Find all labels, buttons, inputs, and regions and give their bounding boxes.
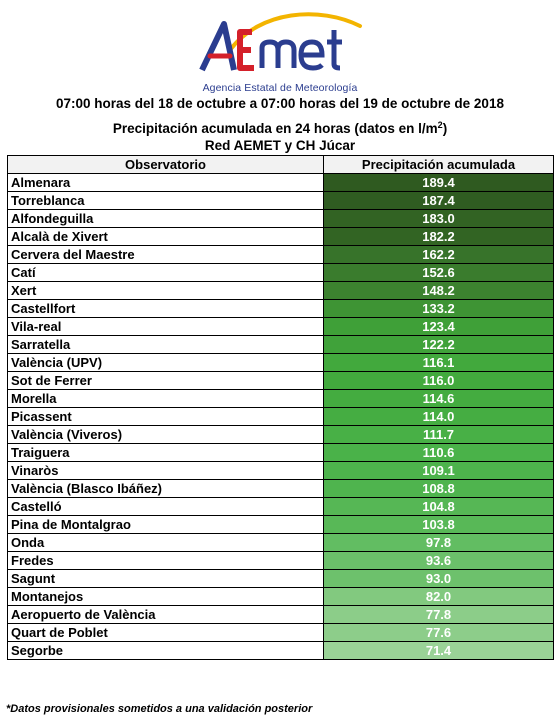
table-title-superscript: 2 (437, 120, 443, 130)
station-name: Vinaròs (7, 461, 324, 480)
precipitation-value: 104.8 (323, 497, 554, 516)
column-header-precipitacion: Precipitación acumulada (323, 155, 554, 174)
precipitation-value: 77.8 (323, 605, 554, 624)
precipitation-value: 110.6 (323, 443, 554, 462)
precipitation-value: 162.2 (323, 245, 554, 264)
table-row: Catí 152.6 (7, 263, 554, 282)
station-name: Castellfort (7, 299, 324, 318)
precipitation-value: 93.0 (323, 569, 554, 588)
station-name: Montanejos (7, 587, 324, 606)
table-row: Castellfort 133.2 (7, 299, 554, 318)
station-name: Traiguera (7, 443, 324, 462)
precipitation-table: Observatorio Precipitación acumulada Alm… (7, 155, 554, 660)
table-row: Vinaròs 109.1 (7, 461, 554, 480)
aemet-logo-graphic (199, 12, 362, 72)
network-subtitle: Red AEMET y CH Júcar (204, 138, 356, 153)
table-row: Segorbe 71.4 (7, 641, 554, 660)
table-row: València (UPV) 116.1 (7, 353, 554, 372)
station-name: Morella (7, 389, 324, 408)
station-name: Sarratella (7, 335, 324, 354)
precipitation-value: 183.0 (323, 209, 554, 228)
station-name: València (Blasco Ibáñez) (7, 479, 324, 498)
station-name: Cervera del Maestre (7, 245, 324, 264)
table-title-close: ) (442, 121, 448, 136)
station-name: Castelló (7, 497, 324, 516)
precipitation-value: 82.0 (323, 587, 554, 606)
station-name: Catí (7, 263, 324, 282)
station-name: Xert (7, 281, 324, 300)
station-name: Torreblanca (7, 191, 324, 210)
station-name: Quart de Poblet (7, 623, 324, 642)
table-row: Aeropuerto de València 77.8 (7, 605, 554, 624)
logo-subtitle: Agencia Estatal de Meteorología (202, 82, 358, 94)
station-name: València (Viveros) (7, 425, 324, 444)
table-body: Almenara 189.4 Torreblanca 187.4 Alfondeguil… (7, 173, 554, 660)
precipitation-value: 187.4 (323, 191, 554, 210)
precipitation-value: 109.1 (323, 461, 554, 480)
table-row: Torreblanca 187.4 (7, 191, 554, 210)
station-name: Almenara (7, 173, 324, 192)
precipitation-value: 114.0 (323, 407, 554, 426)
precipitation-value: 116.1 (323, 353, 554, 372)
precipitation-value: 133.2 (323, 299, 554, 318)
table-row: Cervera del Maestre 162.2 (7, 245, 554, 264)
table-row: València (Viveros) 111.7 (7, 425, 554, 444)
aemet-logo: Agencia Estatal de Meteorología (0, 10, 560, 94)
precipitation-value: 152.6 (323, 263, 554, 282)
precipitation-value: 122.2 (323, 335, 554, 354)
table-title-text: Precipitación acumulada en 24 horas (dat… (112, 121, 438, 136)
table-row: Alcalà de Xivert 182.2 (7, 227, 554, 246)
table-row: Quart de Poblet 77.6 (7, 623, 554, 642)
station-name: Segorbe (7, 641, 324, 660)
station-name: Sagunt (7, 569, 324, 588)
date-range-heading: 07:00 horas del 18 de octubre a 07:00 ho… (56, 96, 504, 111)
precipitation-value: 97.8 (323, 533, 554, 552)
precipitation-value: 123.4 (323, 317, 554, 336)
footnote: *Datos provisionales sometidos a una val… (6, 703, 313, 715)
table-row: Sot de Ferrer 116.0 (7, 371, 554, 390)
table-row: Alfondeguilla 183.0 (7, 209, 554, 228)
column-header-observatorio: Observatorio (7, 155, 324, 174)
table-header-row: Observatorio Precipitación acumulada (7, 155, 554, 174)
precipitation-value: 77.6 (323, 623, 554, 642)
station-name: Onda (7, 533, 324, 552)
station-name: Picassent (7, 407, 324, 426)
station-name: Aeropuerto de València (7, 605, 324, 624)
table-row: València (Blasco Ibáñez) 108.8 (7, 479, 554, 498)
table-row: Traiguera 110.6 (7, 443, 554, 462)
station-name: Alfondeguilla (7, 209, 324, 228)
table-row: Onda 97.8 (7, 533, 554, 552)
precipitation-value: 148.2 (323, 281, 554, 300)
precipitation-value: 111.7 (323, 425, 554, 444)
table-row: Picassent 114.0 (7, 407, 554, 426)
precipitation-value: 93.6 (323, 551, 554, 570)
table-row: Xert 148.2 (7, 281, 554, 300)
station-name: València (UPV) (7, 353, 324, 372)
station-name: Pina de Montalgrao (7, 515, 324, 534)
table-row: Fredes 93.6 (7, 551, 554, 570)
table-row: Pina de Montalgrao 103.8 (7, 515, 554, 534)
station-name: Vila-real (7, 317, 324, 336)
table-row: Morella 114.6 (7, 389, 554, 408)
precipitation-value: 71.4 (323, 641, 554, 660)
precipitation-value: 108.8 (323, 479, 554, 498)
station-name: Fredes (7, 551, 324, 570)
precipitation-value: 114.6 (323, 389, 554, 408)
table-row: Montanejos 82.0 (7, 587, 554, 606)
table-row: Sagunt 93.0 (7, 569, 554, 588)
table-row: Sarratella 122.2 (7, 335, 554, 354)
precipitation-value: 116.0 (323, 371, 554, 390)
station-name: Sot de Ferrer (7, 371, 324, 390)
precipitation-value: 182.2 (323, 227, 554, 246)
precipitation-value: 103.8 (323, 515, 554, 534)
station-name: Alcalà de Xivert (7, 227, 324, 246)
table-row: Castelló 104.8 (7, 497, 554, 516)
table-title: Precipitación acumulada en 24 horas (dat… (0, 117, 560, 137)
table-row: Vila-real 123.4 (7, 317, 554, 336)
precipitation-value: 189.4 (323, 173, 554, 192)
table-row: Almenara 189.4 (7, 173, 554, 192)
